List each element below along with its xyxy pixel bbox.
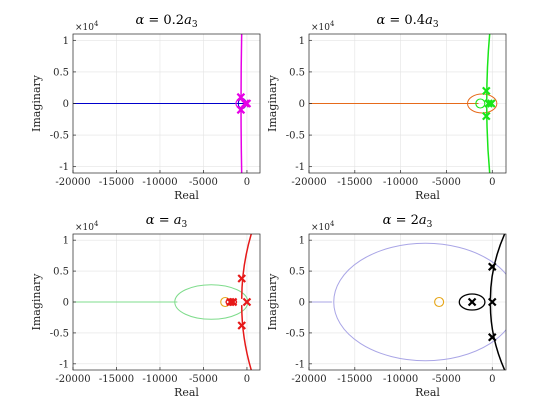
- x-tick-label: -15000: [99, 177, 134, 188]
- y-tick-label: -0.5: [50, 328, 69, 339]
- pole-marker: [487, 297, 497, 307]
- pole-marker: [484, 99, 493, 108]
- y-axis-label: Imaginary: [266, 74, 279, 132]
- x-axis-label: Real: [174, 189, 199, 202]
- y-tick-label: -0.5: [286, 131, 305, 142]
- x-tick-label: -10000: [142, 177, 177, 188]
- pole-marker: [236, 105, 246, 115]
- pole-marker: [226, 297, 235, 307]
- subplot-title: α = 0.4a3: [376, 13, 438, 30]
- x-tick-label: -10000: [383, 177, 418, 188]
- y-multiplier: ×104: [75, 20, 99, 33]
- x-axis-label: Real: [174, 386, 199, 399]
- y-axis-label: Imaginary: [30, 273, 43, 331]
- pole-marker: [487, 99, 496, 108]
- pole-marker: [236, 92, 246, 102]
- y-multiplier: ×104: [311, 220, 335, 233]
- x-tick-label: -5000: [432, 177, 461, 188]
- asymptote-branch-upper: [486, 34, 491, 101]
- x-tick-label: -5000: [189, 374, 218, 385]
- y-tick-label: 1: [63, 236, 69, 247]
- pole-marker: [237, 274, 247, 283]
- y-tick-label: -1: [295, 162, 305, 173]
- x-axis-label: Real: [415, 189, 440, 202]
- y-multiplier: ×104: [311, 20, 335, 33]
- asymptote-branch-lower: [486, 106, 491, 173]
- y-tick-label: 0: [63, 99, 69, 110]
- y-tick-label: -1: [295, 359, 305, 370]
- asymptote-branch-upper: [240, 34, 243, 101]
- y-tick-label: 0.5: [289, 67, 305, 78]
- asymptote-branch-lower: [240, 305, 253, 370]
- pole-marker: [240, 99, 250, 108]
- x-tick-label: -10000: [142, 374, 177, 385]
- asymptote-branch-upper: [240, 234, 253, 299]
- x-tick-label: -15000: [337, 374, 372, 385]
- y-tick-label: 0.5: [289, 267, 305, 278]
- x-axis-label: Real: [415, 386, 440, 399]
- zero-marker: [475, 98, 486, 109]
- pole-marker: [237, 321, 247, 330]
- y-tick-label: 1: [299, 36, 305, 47]
- y-axis-label: Imaginary: [266, 273, 279, 331]
- x-tick-label: -20000: [291, 177, 326, 188]
- asymptote-branch-lower: [240, 106, 243, 173]
- x-tick-label: -5000: [432, 374, 461, 385]
- y-tick-label: -0.5: [50, 131, 69, 142]
- subplot-title: α = 0.2a3: [135, 13, 197, 30]
- pole-marker: [482, 111, 491, 121]
- y-tick-label: 0: [299, 298, 305, 309]
- pole-marker: [242, 99, 252, 108]
- y-tick-label: 0.5: [53, 67, 69, 78]
- locus-loop: [333, 242, 506, 362]
- x-tick-label: -20000: [291, 374, 326, 385]
- y-tick-label: 1: [299, 236, 305, 247]
- pole-marker: [487, 332, 497, 342]
- x-tick-label: -15000: [99, 374, 134, 385]
- subplot-2: -20000 -15000 -10000 -5000 0 -1 -0.5 0 0.5 1 ×104 R…: [266, 13, 507, 202]
- locus-loop: [467, 93, 498, 114]
- subplot-title: α = a3: [146, 213, 188, 230]
- pole-marker: [467, 297, 477, 307]
- x-tick-label: 0: [489, 374, 495, 385]
- x-tick-label: 0: [489, 177, 495, 188]
- pole-marker: [228, 297, 238, 307]
- zero-marker: [434, 296, 445, 308]
- plot-area: [309, 34, 498, 173]
- y-multiplier: ×104: [75, 220, 99, 233]
- subplot-3: -20000 -15000 -10000 -5000 0 -1 -0.5 0 0.5 1 ×104 R…: [30, 213, 261, 399]
- x-tick-label: -10000: [383, 374, 418, 385]
- y-tick-label: 0: [63, 298, 69, 309]
- y-tick-label: 0: [299, 99, 305, 110]
- y-tick-label: 0.5: [53, 267, 69, 278]
- pole-marker: [487, 262, 497, 272]
- subplot-title: α = 2a3: [383, 213, 433, 230]
- x-tick-label: 0: [244, 374, 250, 385]
- inner-locus-loop: [458, 293, 486, 311]
- y-tick-label: -1: [59, 162, 69, 173]
- x-tick-label: 0: [244, 177, 250, 188]
- plot-area: [73, 234, 253, 370]
- y-axis-label: Imaginary: [30, 74, 43, 132]
- subplot-1: -20000 -15000 -10000 -5000 0 -1 -0.5 0 0.5 1 ×104 R…: [30, 13, 261, 202]
- x-tick-label: -20000: [55, 177, 90, 188]
- x-tick-label: -5000: [189, 177, 218, 188]
- plot-area: [309, 234, 506, 370]
- subplot-4: -20000 -15000 -10000 -5000 0 -1 -0.5 0 0.5 1 ×104 R…: [266, 213, 507, 399]
- plot-area: [73, 34, 252, 173]
- y-tick-label: 1: [63, 36, 69, 47]
- y-tick-label: -1: [59, 359, 69, 370]
- pole-marker: [482, 86, 491, 96]
- x-tick-label: -20000: [55, 374, 90, 385]
- pole-marker: [242, 297, 252, 307]
- y-tick-label: -0.5: [286, 328, 305, 339]
- x-tick-label: -15000: [337, 177, 372, 188]
